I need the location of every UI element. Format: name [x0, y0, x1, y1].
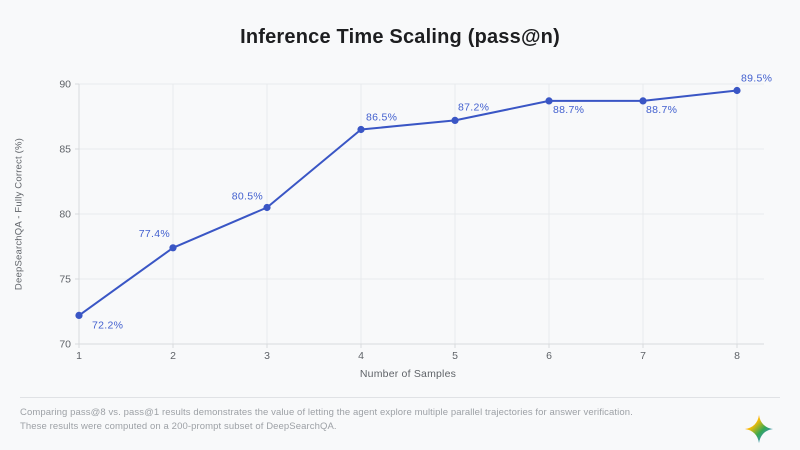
data-point-label: 80.5% — [232, 191, 263, 203]
x-axis-title: Number of Samples — [359, 368, 457, 380]
y-tick-label: 80 — [59, 209, 71, 221]
y-tick-label: 85 — [59, 144, 71, 156]
x-tick-label: 4 — [358, 350, 364, 362]
data-point — [263, 203, 271, 212]
data-point — [169, 244, 177, 252]
page-title: Inference Time Scaling (pass@n) — [240, 26, 560, 48]
series-line — [78, 89, 738, 317]
x-tick-label: 8 — [734, 350, 740, 362]
data-point — [545, 97, 553, 105]
data-point-label: 77.4% — [139, 228, 170, 240]
data-point — [75, 311, 83, 319]
footer-caption-line2: These results were computed on a 200-pro… — [20, 421, 337, 432]
sparkle-shape — [744, 414, 774, 444]
x-tick-label: 5 — [452, 350, 458, 362]
data-point-label: 86.5% — [366, 112, 397, 124]
data-point — [357, 125, 365, 134]
data-point-label: 88.7% — [646, 104, 677, 116]
x-tick-label: 3 — [264, 350, 270, 362]
x-tick-label: 6 — [546, 350, 552, 362]
data-point-label: 87.2% — [458, 101, 489, 113]
footer-divider — [20, 397, 780, 398]
x-tick-label: 2 — [170, 350, 176, 362]
y-tick-label: 75 — [59, 274, 71, 286]
data-point — [639, 97, 647, 105]
y-tick-label: 70 — [59, 339, 71, 351]
data-point-label: 88.7% — [553, 104, 584, 116]
y-axis-title: DeepSearchQA - Fully Correct (%) — [13, 137, 25, 291]
footer-caption-line1: Comparing pass@8 vs. pass@1 results demo… — [20, 407, 633, 418]
data-point — [451, 116, 459, 124]
x-tick-label: 1 — [76, 350, 82, 362]
data-point — [733, 86, 741, 95]
data-point-label: 89.5% — [741, 73, 772, 85]
data-point-label: 72.2% — [92, 319, 123, 331]
google-sparkle-icon — [744, 414, 774, 444]
y-tick-label: 90 — [59, 79, 71, 91]
x-tick-label: 7 — [640, 350, 646, 362]
footer-caption: Comparing pass@8 vs. pass@1 results demo… — [20, 406, 710, 434]
